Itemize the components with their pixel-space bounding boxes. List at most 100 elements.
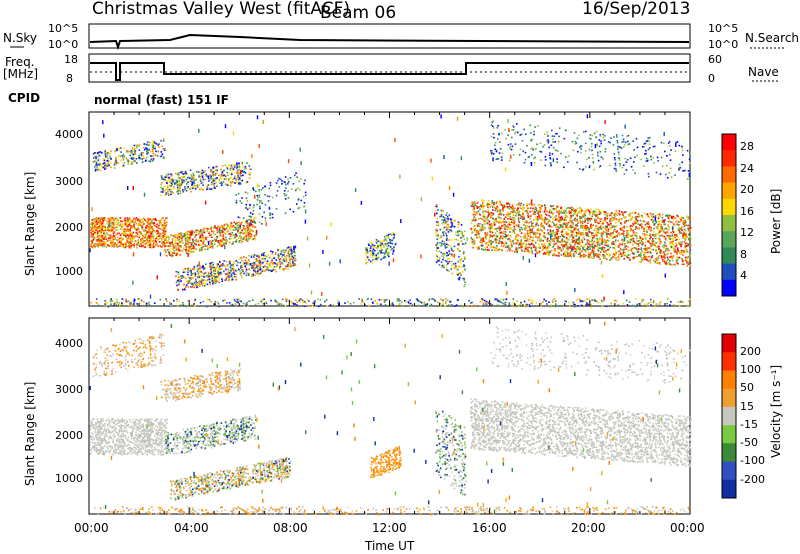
scatter-cell [212, 171, 214, 174]
scatter-cell [91, 227, 94, 230]
scatter-cell [193, 180, 195, 182]
scatter-cell [107, 237, 110, 239]
scatter-cell [527, 235, 529, 237]
scatter-cell [522, 203, 525, 206]
scatter-cell [221, 173, 224, 176]
scatter-cell [154, 242, 156, 244]
scatter-cell [518, 211, 520, 213]
scatter-cell [291, 188, 293, 190]
scatter-cell [129, 228, 131, 230]
scatter-cell [245, 268, 248, 271]
scatter-cell [652, 219, 654, 221]
scatter-cell [222, 234, 224, 236]
scatter-cell [457, 234, 460, 236]
scatter-cell [95, 227, 98, 229]
scatter-cell [688, 256, 691, 259]
scatter-cell [171, 238, 174, 240]
scatter-cell [640, 261, 642, 263]
scatter-cell [435, 250, 438, 252]
scatter-cell [124, 241, 127, 244]
scatter-cell [281, 254, 284, 256]
scatter-cell [156, 223, 158, 226]
scatter-cell [116, 243, 119, 245]
scatter-cell [219, 227, 221, 229]
scatter-cell [249, 263, 252, 265]
scatter-cell [520, 232, 523, 234]
scatter-cell [208, 232, 210, 235]
scatter-cell [240, 257, 243, 259]
scatter-cell [198, 280, 200, 283]
scatter-cell [227, 184, 229, 187]
scatter-cell [177, 193, 180, 195]
scatter-cell [155, 230, 158, 232]
scatter-cell [235, 172, 238, 174]
scatter-cell [441, 255, 443, 257]
scatter-cell [119, 217, 122, 219]
scatter-cell [212, 174, 215, 177]
scatter-cell [266, 255, 268, 258]
velocity-cbar-tick: 50 [740, 381, 754, 394]
scatter-cell [145, 234, 147, 237]
scatter-cell [184, 170, 187, 173]
scatter-cell [119, 237, 121, 240]
scatter-cell [108, 164, 110, 166]
scatter-cell [457, 239, 460, 242]
scatter-cell [276, 190, 279, 192]
scatter-cell [639, 240, 642, 242]
scatter-cell [118, 149, 121, 151]
scatter-cell [554, 216, 556, 219]
scatter-cell [671, 234, 673, 237]
scatter-cell [111, 221, 114, 224]
scatter-cell [248, 165, 251, 167]
scatter-cell [168, 236, 171, 238]
scatter-cell [240, 266, 242, 269]
scatter-cell [144, 240, 146, 242]
power-cbar-tick: 20 [740, 183, 754, 196]
scatter-cell [126, 159, 128, 161]
scatter-cell [191, 242, 193, 244]
scatter-cell [138, 245, 141, 247]
scatter-cell [249, 233, 251, 235]
scatter-cell [197, 240, 199, 242]
scatter-cell [254, 271, 257, 273]
scatter-cell [643, 212, 646, 215]
scatter-cell [130, 155, 133, 158]
scatter-cell [506, 228, 509, 230]
scatter-cell [214, 226, 216, 229]
scatter-cell [203, 279, 205, 281]
scatter-cell [164, 236, 167, 239]
scatter-cell [172, 181, 175, 184]
scatter-cell [177, 249, 180, 251]
scatter-cell [192, 176, 195, 179]
scatter-cell [202, 189, 204, 191]
scatter-cell [228, 276, 230, 279]
scatter-cell [206, 230, 209, 232]
scatter-cell [158, 146, 160, 148]
scatter-cell [101, 229, 103, 231]
scatter-cell [220, 177, 223, 180]
scatter-cell [255, 259, 258, 262]
scatter-cell [664, 238, 667, 241]
scatter-cell [264, 260, 266, 262]
scatter-cell [90, 235, 93, 237]
scatter-cell [386, 234, 388, 237]
scatter-cell [216, 227, 218, 230]
scatter-cell [163, 149, 166, 151]
scatter-cell [238, 177, 241, 179]
scatter-cell [229, 235, 232, 238]
scatter-cell [206, 279, 209, 282]
scatter-cell [239, 261, 242, 264]
scatter-cell [228, 241, 231, 244]
scatter-cell [122, 232, 124, 234]
scatter-cell [285, 187, 287, 189]
scatter-cell [184, 188, 186, 190]
scatter-cell [578, 233, 581, 236]
scatter-cell [202, 236, 204, 238]
scatter-cell [101, 152, 103, 154]
scatter-cell [217, 230, 220, 233]
scatter-cell [194, 188, 197, 190]
scatter-cell [482, 205, 485, 208]
scatter-cell [287, 251, 290, 253]
scatter-cell [451, 255, 454, 257]
scatter-cell [148, 240, 151, 242]
